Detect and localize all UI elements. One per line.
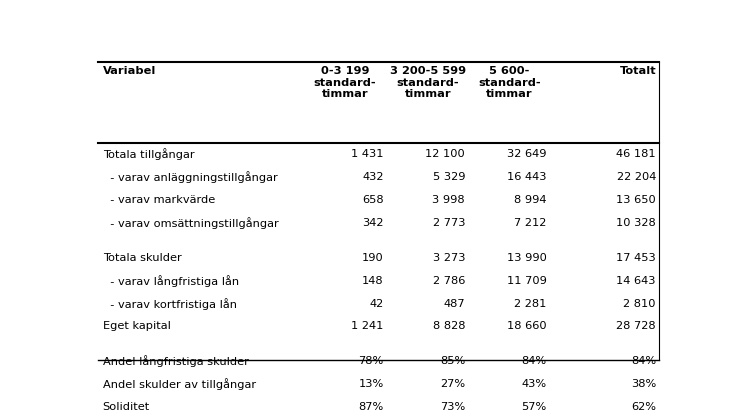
Text: 5 329: 5 329: [432, 172, 465, 182]
Text: 5 600-
standard-
timmar: 5 600- standard- timmar: [478, 66, 540, 99]
Text: 87%: 87%: [358, 402, 384, 412]
Text: 46 181: 46 181: [616, 150, 656, 159]
Text: Totala skulder: Totala skulder: [103, 253, 182, 263]
Text: 1 431: 1 431: [351, 150, 384, 159]
Text: 17 453: 17 453: [616, 253, 656, 263]
Text: 3 998: 3 998: [432, 195, 465, 205]
Text: Eget kapital: Eget kapital: [103, 321, 171, 331]
Text: Andel skulder av tillgångar: Andel skulder av tillgångar: [103, 378, 256, 390]
Text: 10 328: 10 328: [616, 218, 656, 228]
Text: Totala tillgångar: Totala tillgångar: [103, 148, 194, 160]
Text: 18 660: 18 660: [507, 321, 546, 331]
Text: - varav markvärde: - varav markvärde: [103, 195, 215, 205]
Text: 2 281: 2 281: [514, 299, 546, 309]
Text: 42: 42: [370, 299, 384, 309]
Text: 3 200-5 599
standard-
timmar: 3 200-5 599 standard- timmar: [389, 66, 466, 99]
Text: - varav omsättningstillgångar: - varav omsättningstillgångar: [103, 217, 279, 229]
Text: 22 204: 22 204: [616, 172, 656, 182]
Text: Soliditet: Soliditet: [103, 402, 150, 412]
Text: - varav anläggningstillgångar: - varav anläggningstillgångar: [103, 171, 277, 183]
Text: 14 643: 14 643: [616, 276, 656, 286]
Text: 62%: 62%: [631, 402, 656, 412]
Text: 0-3 199
standard-
timmar: 0-3 199 standard- timmar: [314, 66, 376, 99]
Text: 16 443: 16 443: [507, 172, 546, 182]
Text: 57%: 57%: [521, 402, 546, 412]
Text: 148: 148: [362, 276, 384, 286]
Text: - varav kortfristiga lån: - varav kortfristiga lån: [103, 297, 236, 309]
Text: 13%: 13%: [358, 379, 384, 389]
Text: 84%: 84%: [631, 356, 656, 366]
Text: 11 709: 11 709: [507, 276, 546, 286]
Text: 85%: 85%: [440, 356, 465, 366]
Text: 8 828: 8 828: [432, 321, 465, 331]
Text: 2 786: 2 786: [433, 276, 465, 286]
Text: 13 650: 13 650: [616, 195, 656, 205]
Text: 38%: 38%: [630, 379, 656, 389]
Text: 28 728: 28 728: [616, 321, 656, 331]
Text: 84%: 84%: [521, 356, 546, 366]
Text: 432: 432: [362, 172, 384, 182]
Text: 13 990: 13 990: [507, 253, 546, 263]
Text: - varav långfristiga lån: - varav långfristiga lån: [103, 275, 239, 287]
Text: 3 273: 3 273: [432, 253, 465, 263]
Text: Totalt: Totalt: [620, 66, 656, 76]
Text: 43%: 43%: [521, 379, 546, 389]
Text: 1 241: 1 241: [351, 321, 384, 331]
Text: 342: 342: [362, 218, 384, 228]
Text: 12 100: 12 100: [426, 150, 465, 159]
Text: 32 649: 32 649: [507, 150, 546, 159]
Text: 190: 190: [362, 253, 384, 263]
Text: Variabel: Variabel: [103, 66, 156, 76]
Text: 78%: 78%: [358, 356, 384, 366]
Text: 8 994: 8 994: [514, 195, 546, 205]
Text: 658: 658: [362, 195, 384, 205]
Text: 27%: 27%: [440, 379, 465, 389]
Text: 487: 487: [443, 299, 465, 309]
Text: 2 773: 2 773: [432, 218, 465, 228]
Text: 73%: 73%: [440, 402, 465, 412]
Text: 7 212: 7 212: [514, 218, 546, 228]
Text: Andel långfristiga skulder: Andel långfristiga skulder: [103, 355, 248, 367]
Text: 2 810: 2 810: [624, 299, 656, 309]
